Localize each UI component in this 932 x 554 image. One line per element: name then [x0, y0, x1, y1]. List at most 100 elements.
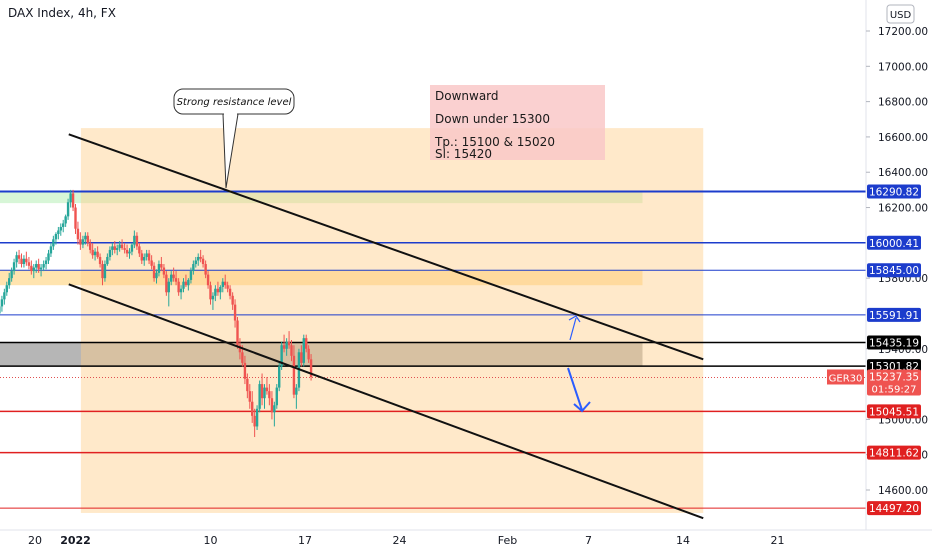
symbol-tag-label: GER30	[829, 373, 863, 384]
candle	[71, 189, 75, 212]
candle	[79, 232, 82, 250]
candle	[123, 242, 126, 254]
candle	[282, 334, 286, 353]
candle	[25, 251, 28, 266]
y-tick-label-0: 17200.00	[878, 26, 928, 38]
candle	[39, 264, 43, 277]
candle	[305, 334, 308, 353]
candle	[135, 232, 139, 250]
candle	[224, 274, 227, 289]
candle	[128, 248, 131, 259]
channel-layer[interactable]	[68, 133, 704, 520]
x-tick-label-1: 2022	[60, 534, 91, 547]
candle	[258, 380, 261, 413]
candle	[255, 405, 259, 430]
candle	[74, 204, 77, 235]
candle	[295, 384, 298, 409]
candle	[248, 384, 251, 409]
levels-layer	[0, 190, 866, 509]
candle	[59, 223, 62, 236]
up-arrow	[569, 317, 577, 341]
candle	[182, 278, 185, 293]
candle	[270, 391, 274, 420]
candle	[69, 189, 72, 208]
resistance-callout-text: Strong resistance level	[177, 97, 292, 108]
candle	[96, 246, 99, 259]
candle	[12, 258, 16, 275]
candle	[42, 260, 45, 272]
candle	[140, 249, 143, 265]
candle	[84, 232, 87, 245]
y-tick-label-5: 16200.00	[878, 203, 928, 215]
candle	[226, 281, 229, 293]
candle	[285, 338, 288, 356]
level-price-box-1	[867, 235, 921, 250]
trade-note-line-3: Tp.: 15100 & 15020	[434, 135, 555, 149]
candle	[22, 255, 26, 268]
time-axis[interactable]: 20 2022 10 17 24 Feb 7 14 21	[28, 534, 785, 547]
price-axis[interactable]: 17200.00 17000.00 16800.00 16600.00 16400.00…	[866, 26, 928, 497]
candle	[177, 278, 180, 296]
candle	[118, 241, 121, 252]
candle	[98, 253, 102, 268]
resistance-callout[interactable]: Strong resistance level	[173, 88, 295, 189]
level-price-label-1: 16000.41	[869, 238, 919, 250]
candle	[35, 260, 38, 273]
candle	[162, 264, 166, 279]
price-labels: 16290.82 16000.41 15845.00 15591.91 15435.19…	[827, 184, 921, 516]
candle	[106, 253, 109, 266]
candle	[143, 253, 146, 266]
candle	[52, 235, 55, 250]
candle	[57, 226, 60, 240]
candle	[116, 244, 119, 256]
candle	[246, 373, 249, 399]
y-tick-label-2: 16800.00	[878, 97, 928, 109]
level-price-box-0	[867, 184, 921, 199]
candle	[155, 269, 158, 284]
candle	[37, 258, 40, 273]
candle	[130, 242, 134, 256]
candle	[89, 239, 92, 254]
candle	[167, 278, 170, 307]
candle	[157, 260, 161, 277]
candle	[172, 267, 175, 282]
candle	[111, 242, 114, 256]
candle	[231, 292, 234, 310]
candle	[228, 285, 232, 300]
trade-note-line-2: Down under 15300	[435, 112, 550, 126]
candle	[204, 260, 207, 279]
candle	[44, 256, 48, 270]
candle	[0, 306, 1, 314]
level-price-box-4	[867, 335, 921, 350]
x-tick-label-8: 21	[771, 534, 785, 547]
down-arrow	[567, 367, 583, 411]
candle	[201, 255, 205, 268]
x-tick-label-7: 14	[676, 534, 690, 547]
candle	[263, 384, 266, 409]
candle	[300, 345, 303, 367]
candle	[147, 249, 151, 265]
channel-lower-line	[68, 283, 704, 520]
candle	[206, 271, 210, 289]
candle	[236, 316, 239, 349]
candle	[47, 249, 50, 265]
x-tick-label-4: 24	[393, 534, 407, 547]
x-tick-label-5: Feb	[498, 534, 517, 547]
trade-note[interactable]: Downward Down under 15300 Tp.: 15100 & 1…	[430, 85, 605, 161]
level-price-label-3: 15591.91	[869, 310, 919, 322]
x-tick-label-6: 7	[585, 534, 592, 547]
candle	[265, 377, 269, 395]
chart-title: DAX Index, 4h, FX	[8, 6, 116, 20]
candle	[138, 242, 141, 257]
currency-button[interactable]: USD	[886, 4, 915, 24]
candle	[187, 278, 190, 291]
candle	[287, 331, 291, 349]
candle	[81, 235, 85, 249]
candle	[86, 232, 89, 247]
candle	[184, 274, 188, 287]
candle	[10, 267, 13, 282]
symbol-tag	[827, 369, 864, 385]
candle	[179, 285, 183, 300]
